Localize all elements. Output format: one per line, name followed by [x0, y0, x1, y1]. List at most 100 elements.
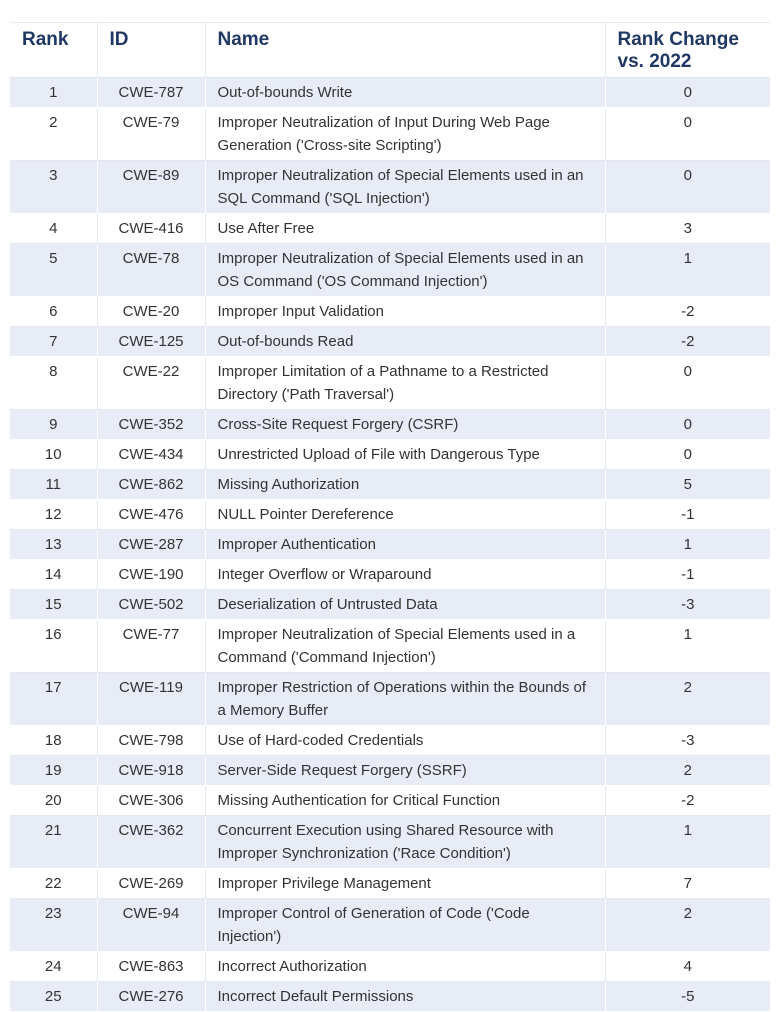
- rank-change-cell: 1: [604, 815, 770, 869]
- cwe-id-cell: CWE-502: [96, 589, 205, 620]
- weakness-name-cell: Improper Control of Generation of Code (…: [204, 898, 605, 952]
- weakness-name-cell: Improper Restriction of Operations withi…: [204, 672, 605, 726]
- rank-cell: 13: [10, 529, 97, 560]
- table-row: 8 CWE-22 Improper Limitation of a Pathname…: [10, 356, 770, 410]
- rank-cell: 9: [10, 409, 97, 440]
- cwe-id-cell: CWE-79: [96, 107, 205, 161]
- table-row: 2 CWE-79 Improper Neutralization of Input …: [10, 107, 770, 161]
- table-row: 21 CWE-362 Concurrent Execution using Shar…: [10, 815, 770, 869]
- table-row: 23 CWE-94 Improper Control of Generation o…: [10, 898, 770, 952]
- rank-cell: 15: [10, 589, 97, 620]
- rank-cell: 22: [10, 868, 97, 899]
- rank-cell: 23: [10, 898, 97, 952]
- table-row: 20 CWE-306 Missing Authentication for Crit…: [10, 785, 770, 816]
- rank-cell: 16: [10, 619, 97, 673]
- table-row: 6 CWE-20 Improper Input Validation -2: [10, 296, 770, 327]
- cwe-id-cell: CWE-798: [96, 725, 205, 756]
- weakness-name-cell: Improper Privilege Management: [204, 868, 605, 899]
- weakness-name-cell: Unrestricted Upload of File with Dangero…: [204, 439, 605, 470]
- rank-cell: 3: [10, 160, 97, 214]
- cwe-id-cell: CWE-276: [96, 981, 205, 1012]
- cwe-id-cell: CWE-269: [96, 868, 205, 899]
- cwe-id-cell: CWE-77: [96, 619, 205, 673]
- rank-change-cell: -2: [604, 326, 770, 357]
- cwe-id-cell: CWE-22: [96, 356, 205, 410]
- table-row: 24 CWE-863 Incorrect Authorization 4: [10, 951, 770, 982]
- rank-cell: 6: [10, 296, 97, 327]
- rank-cell: 2: [10, 107, 97, 161]
- table-row: 22 CWE-269 Improper Privilege Management 7: [10, 868, 770, 899]
- rank-change-cell: 2: [604, 755, 770, 786]
- rank-change-cell: 1: [604, 529, 770, 560]
- table-row: 11 CWE-862 Missing Authorization 5: [10, 469, 770, 500]
- table-row: 16 CWE-77 Improper Neutralization of Speci…: [10, 619, 770, 673]
- table-row: 19 CWE-918 Server-Side Request Forgery (SS…: [10, 755, 770, 786]
- table-row: 17 CWE-119 Improper Restriction of Operati…: [10, 672, 770, 726]
- weakness-name-cell: Deserialization of Untrusted Data: [204, 589, 605, 620]
- rank-change-cell: 7: [604, 868, 770, 899]
- rank-change-cell: -5: [604, 981, 770, 1012]
- header-id: ID: [96, 22, 205, 78]
- rank-cell: 12: [10, 499, 97, 530]
- weakness-name-cell: NULL Pointer Dereference: [204, 499, 605, 530]
- cwe-id-cell: CWE-362: [96, 815, 205, 869]
- rank-change-cell: 0: [604, 409, 770, 440]
- cwe-id-cell: CWE-190: [96, 559, 205, 590]
- cwe-id-cell: CWE-78: [96, 243, 205, 297]
- header-name: Name: [204, 22, 605, 78]
- weakness-name-cell: Improper Neutralization of Special Eleme…: [204, 160, 605, 214]
- cwe-id-cell: CWE-125: [96, 326, 205, 357]
- rank-cell: 19: [10, 755, 97, 786]
- rank-change-cell: 5: [604, 469, 770, 500]
- table-row: 4 CWE-416 Use After Free 3: [10, 213, 770, 244]
- cwe-id-cell: CWE-476: [96, 499, 205, 530]
- rank-change-cell: -1: [604, 499, 770, 530]
- rank-change-cell: 1: [604, 619, 770, 673]
- cwe-id-cell: CWE-862: [96, 469, 205, 500]
- rank-change-cell: 2: [604, 672, 770, 726]
- weakness-name-cell: Improper Neutralization of Special Eleme…: [204, 619, 605, 673]
- weakness-name-cell: Improper Authentication: [204, 529, 605, 560]
- weakness-name-cell: Improper Limitation of a Pathname to a R…: [204, 356, 605, 410]
- table-row: 5 CWE-78 Improper Neutralization of Specia…: [10, 243, 770, 297]
- cwe-id-cell: CWE-918: [96, 755, 205, 786]
- rank-cell: 10: [10, 439, 97, 470]
- table-row: 18 CWE-798 Use of Hard-coded Credentials -3: [10, 725, 770, 756]
- rank-change-cell: -2: [604, 785, 770, 816]
- table-row: 3 CWE-89 Improper Neutralization of Specia…: [10, 160, 770, 214]
- rank-cell: 11: [10, 469, 97, 500]
- cwe-id-cell: CWE-119: [96, 672, 205, 726]
- rank-change-cell: 2: [604, 898, 770, 952]
- table-row: 13 CWE-287 Improper Authentication 1: [10, 529, 770, 560]
- rank-change-cell: -2: [604, 296, 770, 327]
- rank-cell: 8: [10, 356, 97, 410]
- weakness-name-cell: Use After Free: [204, 213, 605, 244]
- table-row: 14 CWE-190 Integer Overflow or Wraparound -…: [10, 559, 770, 590]
- rank-cell: 7: [10, 326, 97, 357]
- rank-change-cell: -3: [604, 589, 770, 620]
- weakness-name-cell: Improper Neutralization of Special Eleme…: [204, 243, 605, 297]
- weakness-name-cell: Out-of-bounds Read: [204, 326, 605, 357]
- cwe-id-cell: CWE-89: [96, 160, 205, 214]
- rank-change-cell: 0: [604, 77, 770, 108]
- table-row: 9 CWE-352 Cross-Site Request Forgery (CSRF…: [10, 409, 770, 440]
- header-rank-change: Rank Change vs. 2022: [604, 22, 770, 78]
- weakness-name-cell: Cross-Site Request Forgery (CSRF): [204, 409, 605, 440]
- rank-change-cell: -3: [604, 725, 770, 756]
- rank-change-cell: 0: [604, 439, 770, 470]
- rank-cell: 17: [10, 672, 97, 726]
- rank-change-cell: 0: [604, 356, 770, 410]
- rank-change-cell: 4: [604, 951, 770, 982]
- cwe-top-25-table-container: Rank ID Name Rank Change vs. 2022 1 CWE-7…: [10, 22, 770, 1012]
- header-rank: Rank: [10, 22, 97, 78]
- cwe-id-cell: CWE-416: [96, 213, 205, 244]
- cwe-id-cell: CWE-434: [96, 439, 205, 470]
- weakness-name-cell: Missing Authorization: [204, 469, 605, 500]
- table-row: 1 CWE-787 Out-of-bounds Write 0: [10, 77, 770, 108]
- weakness-name-cell: Use of Hard-coded Credentials: [204, 725, 605, 756]
- table-body: 1 CWE-787 Out-of-bounds Write 0 2 CWE-79 Impro…: [10, 77, 770, 1012]
- table-row: 12 CWE-476 NULL Pointer Dereference -1: [10, 499, 770, 530]
- weakness-name-cell: Improper Input Validation: [204, 296, 605, 327]
- weakness-name-cell: Incorrect Authorization: [204, 951, 605, 982]
- weakness-name-cell: Incorrect Default Permissions: [204, 981, 605, 1012]
